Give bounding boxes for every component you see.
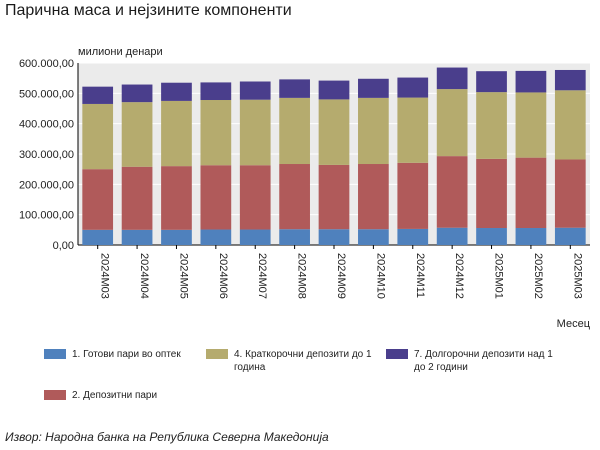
bar-segment	[554, 69, 586, 91]
legend-label-deposit-money: 2. Депозитни пари	[72, 390, 158, 401]
legend-label-short-term: 4. Краткорочни депозити до 1 година	[234, 349, 372, 373]
stacked-bar-chart: 0,00 100.000,00 200.000,00 300.000,00 400.00…	[19, 58, 590, 299]
bar-segment	[161, 229, 192, 245]
bar-segment	[200, 100, 232, 166]
legend-swatch-deposit-money	[44, 390, 66, 400]
bar-segment	[476, 71, 507, 93]
bar-segment	[554, 90, 586, 160]
bar-segment	[82, 169, 114, 230]
bar-segment	[397, 97, 429, 163]
x-tick-label: 2024M10	[374, 253, 386, 299]
x-tick-label: 2024M04	[138, 253, 150, 299]
bar-segment	[515, 92, 547, 158]
bar-segment	[515, 228, 547, 245]
bar-segment	[200, 82, 232, 101]
legend-swatch-cash	[44, 349, 66, 359]
y-tick-label: 0,00	[53, 240, 74, 252]
x-tick-label: 2024M11	[414, 253, 426, 298]
bar-segment	[82, 103, 114, 170]
bar-segment	[161, 166, 192, 230]
bar-segment	[318, 164, 350, 230]
bar-segment	[436, 156, 468, 228]
y-axis-label: милиони денари	[78, 46, 163, 58]
x-tick-label: 2024M08	[296, 253, 308, 299]
bar-segment	[358, 229, 389, 245]
x-tick-label: 2024M03	[99, 253, 111, 299]
bar-segment	[318, 80, 350, 100]
bar-segment	[200, 229, 232, 245]
bar-segment	[82, 229, 114, 245]
bar-segment	[515, 157, 547, 229]
bar-segment	[279, 164, 310, 230]
bar-segment	[476, 92, 507, 159]
legend-label-long-term: 7. Долгорочни депозити над 1 до 2 години	[414, 349, 553, 373]
y-tick-label: 100.000,00	[19, 210, 74, 222]
x-tick-label: 2024M07	[256, 253, 268, 299]
bar-segment	[161, 82, 192, 101]
bar-segment	[121, 84, 153, 103]
bar-segment	[279, 79, 310, 98]
bar-segment	[279, 229, 310, 245]
bar-segment	[318, 99, 350, 165]
y-tick-label: 500.000,00	[19, 88, 74, 100]
y-tick-label: 200.000,00	[19, 179, 74, 191]
x-axis-label: Месец	[556, 318, 590, 330]
bar-segment	[554, 159, 586, 228]
y-tick-label: 400.000,00	[19, 119, 74, 131]
x-tick-label: 2025M03	[571, 253, 583, 299]
bar-segment	[279, 97, 310, 165]
bar-segment	[358, 78, 389, 98]
bar-segment	[200, 165, 232, 230]
x-tick-label: 2024M06	[217, 253, 229, 299]
bar-segment	[358, 164, 389, 230]
bar-segment	[358, 97, 389, 165]
x-tick-label: 2024M05	[177, 253, 189, 299]
legend-swatch-short-term	[206, 349, 228, 359]
bar-segment	[436, 67, 468, 90]
bar-segment	[121, 166, 153, 230]
source-note: Извор: Народна банка на Република Северн…	[5, 430, 329, 444]
chart-title: Парична маса и нејзините компоненти	[5, 2, 292, 19]
x-tick-label: 2024M09	[335, 253, 347, 299]
x-tick-label: 2025M02	[532, 253, 544, 299]
x-tick-label: 2025M01	[493, 253, 505, 299]
bar-segment	[239, 81, 271, 100]
legend-label-cash: 1. Готови пари во оптек	[72, 349, 181, 360]
bar-segment	[476, 158, 507, 229]
bar-segment	[397, 77, 429, 98]
bar-segment	[318, 229, 350, 245]
bar-segment	[397, 162, 429, 229]
bar-segment	[554, 227, 586, 245]
bar-segment	[239, 165, 271, 230]
bar-segment	[397, 228, 429, 245]
bar-segment	[121, 229, 153, 245]
bar-segment	[436, 227, 468, 245]
legend-swatch-long-term	[386, 349, 408, 359]
y-tick-label: 600.000,00	[19, 58, 74, 70]
bar-segment	[239, 99, 271, 166]
y-tick-label: 300.000,00	[19, 149, 74, 161]
bar-segment	[161, 100, 192, 167]
bar-segment	[515, 70, 547, 93]
bar-segment	[121, 102, 153, 167]
x-tick-label: 2024M12	[453, 253, 465, 299]
bar-segment	[476, 228, 507, 245]
bar-segment	[436, 89, 468, 157]
bar-segment	[239, 229, 271, 245]
bar-segment	[82, 86, 114, 104]
